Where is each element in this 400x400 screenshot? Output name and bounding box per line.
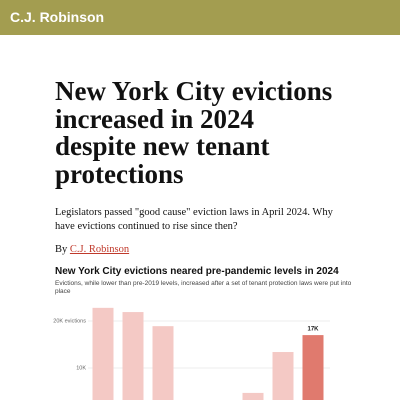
chart-subtitle: Evictions, while lower than pre-2019 lev… [55,280,352,295]
author-link[interactable]: C.J. Robinson [69,244,130,255]
byline-prefix: By [55,244,68,255]
y-tick-label: 10K [76,365,86,371]
byline: By C.J. Robinson [55,244,129,255]
site-header: C.J. Robinson [0,0,400,35]
bar [92,307,114,400]
value-label: 17K [307,327,319,333]
bar [272,352,294,400]
bar [242,392,264,400]
bar [152,326,174,400]
bar [122,312,144,400]
article-subtitle: Legislators passed "good cause" eviction… [55,207,333,232]
chart-title: New York City evictions neared pre-pande… [55,266,339,277]
site-name[interactable]: C.J. Robinson [10,9,105,25]
bar [302,335,324,400]
article-title: New York City evictions increased in 202… [55,76,333,189]
y-tick-label: 20K evictions [53,318,86,324]
